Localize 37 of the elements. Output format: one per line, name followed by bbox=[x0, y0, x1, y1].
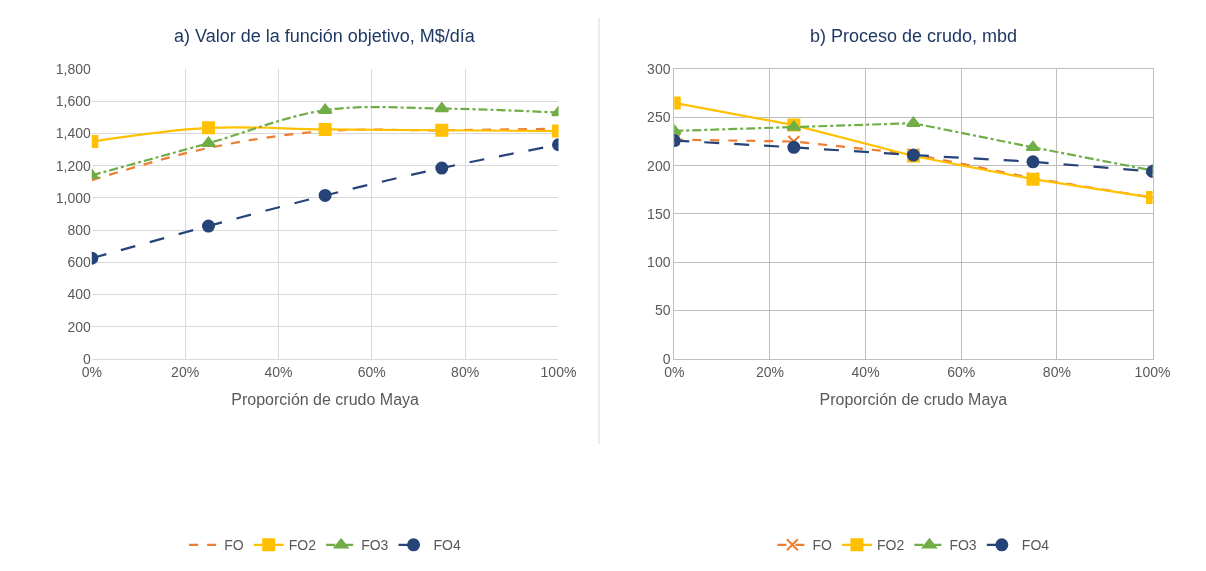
y-tick-label: 250 bbox=[647, 109, 671, 126]
legend-label: FO bbox=[812, 537, 832, 554]
y-tick-label: 1,200 bbox=[55, 157, 91, 174]
y-tick-label: 150 bbox=[647, 205, 671, 222]
y-tick-label: 600 bbox=[67, 254, 92, 271]
legend-label: FO3 bbox=[949, 537, 977, 554]
x-tick-label: 60% bbox=[947, 363, 976, 380]
x-tick-label: 100% bbox=[1134, 363, 1171, 380]
y-tick-label: 50 bbox=[654, 302, 671, 319]
legend-label: FO4 bbox=[433, 537, 462, 554]
legend-label: FO bbox=[224, 537, 244, 554]
y-tick-label: 1,000 bbox=[55, 189, 91, 206]
x-axis-title: Proporción de crudo Maya bbox=[819, 391, 1008, 409]
y-tick-label: 1,800 bbox=[55, 61, 91, 78]
y-tick-label: 200 bbox=[647, 157, 671, 174]
x-tick-label: 20% bbox=[755, 363, 784, 380]
legend-label: FO3 bbox=[361, 537, 389, 554]
y-tick-label: 300 bbox=[647, 61, 671, 78]
y-tick-label: 200 bbox=[67, 318, 92, 335]
y-tick-label: 1,600 bbox=[55, 93, 91, 110]
y-tick-label: 400 bbox=[67, 286, 92, 303]
y-tick-label: 800 bbox=[67, 221, 92, 238]
x-axis-title: Proporción de crudo Maya bbox=[231, 391, 420, 409]
x-tick-label: 60% bbox=[357, 363, 386, 380]
x-tick-label: 80% bbox=[451, 363, 480, 380]
chart-title: a) Valor de la función objetivo, M$/día bbox=[174, 26, 476, 46]
y-tick-label: 100 bbox=[647, 254, 671, 271]
y-tick-label: 1,400 bbox=[55, 125, 91, 142]
legend-label: FO4 bbox=[1021, 537, 1050, 554]
chart-title: b) Proceso de crudo, mbd bbox=[810, 26, 1018, 46]
x-tick-label: 40% bbox=[851, 363, 880, 380]
x-tick-label: 40% bbox=[264, 363, 293, 380]
legend-label: FO2 bbox=[876, 537, 905, 554]
x-tick-label: 20% bbox=[171, 363, 200, 380]
x-tick-label: 80% bbox=[1042, 363, 1071, 380]
x-tick-label: 100% bbox=[540, 363, 577, 380]
legend-label: FO2 bbox=[288, 537, 317, 554]
